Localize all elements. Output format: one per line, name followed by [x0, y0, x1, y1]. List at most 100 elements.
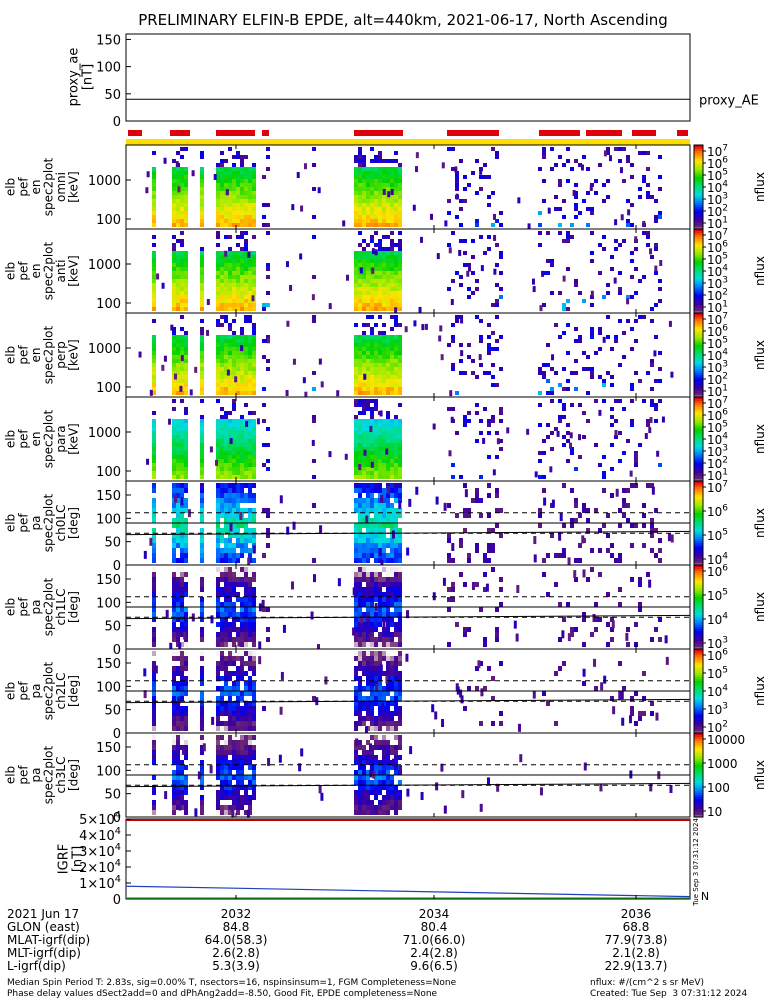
spectrogram-cell: [382, 607, 386, 612]
spectrogram-cell: [180, 171, 184, 175]
spectrogram-cell: [455, 622, 459, 627]
spectrogram-cell: [180, 363, 184, 367]
spectrogram-cell: [362, 642, 366, 647]
spectrogram-cell: [248, 271, 252, 275]
spectrogram-cell: [240, 750, 244, 755]
spectrogram-cell: [224, 622, 228, 627]
spectrogram-cell: [172, 755, 176, 760]
spectrogram-cell: [447, 343, 451, 347]
spectrogram-cell: [354, 676, 358, 681]
spectrogram-cell: [386, 523, 390, 528]
spectrogram-cell: [176, 755, 180, 760]
spectrogram-cell: [483, 251, 487, 255]
spectrogram-cell: [370, 533, 374, 538]
spectrogram-cell: [184, 691, 188, 696]
spectrogram-cell: [172, 548, 176, 553]
colorbar-step: [694, 501, 703, 504]
spectrogram-cell: [184, 271, 188, 275]
spectrogram-cell: [455, 175, 459, 179]
spectrogram-cell: [224, 167, 228, 171]
spectrogram-cell: [394, 383, 398, 387]
spectrogram-cell: [220, 602, 224, 607]
spectrogram-cell: [479, 661, 483, 666]
spectrogram-cell: [244, 263, 248, 267]
spectrogram-cell: [358, 187, 362, 191]
spectrogram-cell: [370, 459, 374, 463]
spectrogram-cell: [646, 183, 650, 187]
spectrogram-cell: [240, 223, 244, 227]
spectrogram-cell: [236, 701, 240, 706]
spectrogram-cell: [176, 467, 180, 471]
colorbar-step: [694, 669, 703, 672]
spectrogram-cell: [354, 602, 358, 607]
spectrogram-cell: [262, 706, 266, 711]
spectrogram-cell: [475, 287, 479, 291]
spectrogram-cell: [382, 558, 386, 563]
spectrogram-cell: [248, 459, 252, 463]
spectrogram-cell: [398, 195, 402, 199]
spectrogram-cell: [566, 439, 570, 443]
spectrogram-cell: [252, 163, 256, 167]
spectrogram-cell: [398, 299, 402, 303]
spectrogram-cell: [232, 765, 236, 770]
spectrogram-cell: [240, 367, 244, 371]
spectrogram-speckle: [175, 161, 179, 168]
spectrogram-speckle: [206, 298, 210, 305]
spectrogram-cell: [228, 275, 232, 279]
spectrogram-cell: [394, 443, 398, 447]
spectrogram-cell: [574, 558, 578, 563]
spectrogram-cell: [390, 518, 394, 523]
spectrogram-cell: [366, 363, 370, 367]
spectrogram-cell: [362, 159, 366, 163]
spectrogram-cell: [495, 243, 499, 247]
spectrogram-cell: [374, 488, 378, 493]
spectrogram-cell: [220, 760, 224, 765]
spectrogram-cell: [398, 259, 402, 263]
spectrogram-cell: [244, 538, 248, 543]
spectrogram-cell: [370, 439, 374, 443]
spectrogram-speckle: [391, 530, 395, 539]
colorbar-tick-label: 106: [707, 648, 728, 663]
spectrogram-cell: [598, 331, 602, 335]
spectrogram-cell: [394, 711, 398, 716]
spectrogram-cell: [224, 307, 228, 311]
spectrogram-cell: [220, 183, 224, 187]
spectrogram-cell: [176, 375, 180, 379]
spectrogram-cell: [542, 151, 546, 155]
spectrogram-cell: [566, 267, 570, 271]
spectrogram-cell: [542, 363, 546, 367]
spectrogram-cell: [244, 255, 248, 259]
colorbar-tick-label: 103: [707, 360, 728, 375]
spectrogram-cell: [176, 805, 180, 810]
spectrogram-cell: [650, 523, 654, 528]
spectrogram-cell: [176, 475, 180, 479]
spectrogram-cell: [370, 263, 374, 267]
colorbar-step: [694, 513, 703, 516]
spectrogram-cell: [228, 543, 232, 548]
spectrogram-cell: [582, 435, 586, 439]
spectrogram-speckle: [169, 642, 173, 651]
spectrogram-cell: [200, 775, 204, 780]
spectrogram-cell: [200, 167, 204, 171]
spectrogram-speckle: [404, 326, 408, 333]
spectrogram-cell: [382, 488, 386, 493]
spectrogram-cell: [252, 558, 256, 563]
spectrogram-cell: [220, 415, 224, 419]
spectrogram-cell: [266, 267, 270, 271]
spectrogram-cell: [378, 159, 382, 163]
spectrogram-cell: [200, 287, 204, 291]
spectrogram-cell: [358, 387, 362, 391]
spectrogram-cell: [646, 151, 650, 155]
spectrogram-cell: [479, 363, 483, 367]
spectrogram-cell: [362, 171, 366, 175]
spectrogram-cell: [366, 275, 370, 279]
colorbar-step: [694, 281, 703, 284]
spectrogram-cell: [378, 339, 382, 343]
spectrogram-cell: [216, 295, 220, 299]
spectrogram-speckle: [513, 620, 517, 629]
spectrogram-cell: [378, 251, 382, 255]
spectrogram-cell: [394, 359, 398, 363]
spectrogram-cell: [228, 223, 232, 227]
colorbar-step: [694, 591, 703, 594]
spectrogram-cell: [232, 343, 236, 347]
